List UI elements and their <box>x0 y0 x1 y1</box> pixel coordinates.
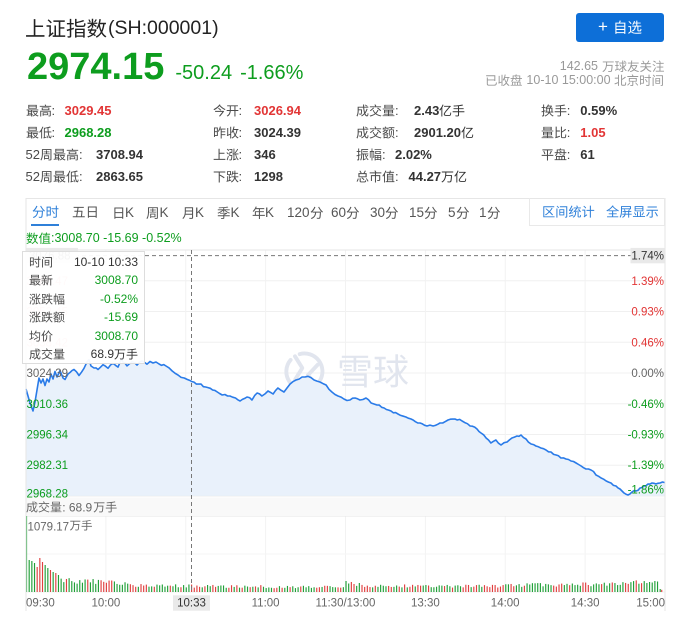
svg-text:2996.34: 2996.34 <box>27 430 69 442</box>
svg-text:-0.46%: -0.46% <box>628 399 664 411</box>
svg-text:1.39%: 1.39% <box>631 276 664 288</box>
svg-text:2982.31: 2982.31 <box>27 460 69 472</box>
svg-text:-1.39%: -1.39% <box>628 460 664 472</box>
svg-text:14:00: 14:00 <box>491 598 520 610</box>
svg-text:14:30: 14:30 <box>571 598 600 610</box>
svg-text:11:30/13:00: 11:30/13:00 <box>316 598 376 610</box>
svg-text:: 68.9: : 68.9 <box>62 501 92 515</box>
svg-text:10:00: 10:00 <box>92 598 121 610</box>
svg-text:-0.93%: -0.93% <box>628 430 664 442</box>
svg-text:2968.28: 2968.28 <box>27 489 69 501</box>
svg-text:1.74%: 1.74% <box>631 251 664 263</box>
svg-text:0.00%: 0.00% <box>631 368 664 380</box>
svg-text:3010.36: 3010.36 <box>27 399 69 411</box>
svg-text:3024.39: 3024.39 <box>27 368 69 380</box>
svg-text:-1.86%: -1.86% <box>628 484 664 496</box>
svg-text:13:30: 13:30 <box>411 598 440 610</box>
svg-text:0.93%: 0.93% <box>631 307 664 319</box>
svg-text:0.46%: 0.46% <box>631 337 664 349</box>
svg-text:15:00: 15:00 <box>636 598 665 610</box>
svg-text:09:30: 09:30 <box>26 598 55 610</box>
svg-text:11:00: 11:00 <box>252 598 280 610</box>
svg-text:1079.17: 1079.17 <box>28 522 70 534</box>
svg-text:10:33: 10:33 <box>177 598 206 610</box>
